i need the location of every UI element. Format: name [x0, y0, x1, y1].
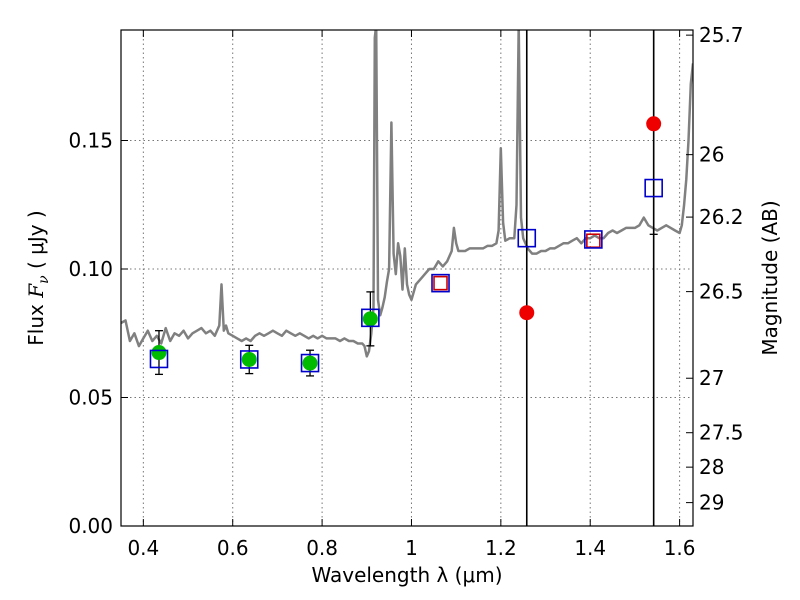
y2-tick-label: 27 — [699, 366, 724, 390]
y-axis-title: Flux Fν ( μJy ) — [24, 210, 52, 345]
series-layer — [121, 30, 693, 526]
x-tick-label: 1.6 — [664, 536, 696, 560]
y2-tick-label: 26.2 — [699, 205, 744, 229]
spectrum-line — [121, 30, 693, 358]
y2-tick-label: 27.5 — [699, 421, 744, 445]
blue-square-point — [239, 350, 259, 369]
blue-square-point — [517, 228, 537, 248]
blue-square-point — [584, 230, 603, 249]
y2-tick-label: 26.5 — [699, 280, 744, 304]
green-point — [302, 355, 318, 371]
x-axis-title: Wavelength λ (μm) — [311, 563, 502, 587]
plot-frame — [120, 29, 694, 527]
y-axis-title-prefix: Flux — [24, 298, 48, 346]
y-axis-title-subscript: ν — [36, 275, 52, 284]
blue-square-point — [149, 349, 169, 369]
x-tick-label: 1.2 — [485, 536, 517, 560]
y2-tick-label: 25.7 — [699, 23, 744, 47]
red-point — [519, 305, 535, 321]
y-tick-label: 0.10 — [68, 257, 113, 281]
y-tick-label: 0.15 — [68, 129, 113, 153]
blue-square-point — [431, 273, 450, 293]
y-tick-label: 0.05 — [68, 386, 113, 410]
right-axis-title: Magnitude (AB) — [758, 200, 782, 355]
red-square-point — [433, 275, 448, 291]
x-tick-label: 1.4 — [574, 536, 606, 560]
x-tick-label: 1 — [405, 536, 418, 560]
green-point — [151, 345, 167, 361]
blue-square-point — [644, 178, 663, 198]
tick-layer: 0.4 0.6 0.8 1 1.2 1.4 1.6 0.00 0.05 0.10 0.15 25.7 2… — [68, 23, 743, 560]
y-axis-title-suffix: ( μJy ) — [24, 210, 48, 275]
y2-tick-label: 26 — [699, 143, 724, 167]
x-tick-label: 0.4 — [127, 536, 159, 560]
x-tick-label: 0.8 — [306, 536, 338, 560]
y-axis-title-symbol: F — [24, 283, 48, 299]
y2-tick-label: 28 — [699, 455, 724, 479]
blue-square-point — [300, 353, 320, 373]
y-tick-label: 0.00 — [68, 514, 113, 538]
y2-tick-label: 29 — [699, 491, 724, 515]
red-point — [646, 116, 662, 132]
green-point — [241, 351, 257, 367]
green-point — [362, 311, 378, 327]
x-tick-label: 0.6 — [217, 536, 249, 560]
blue-square-point — [361, 308, 380, 328]
clipped-series — [121, 30, 693, 526]
